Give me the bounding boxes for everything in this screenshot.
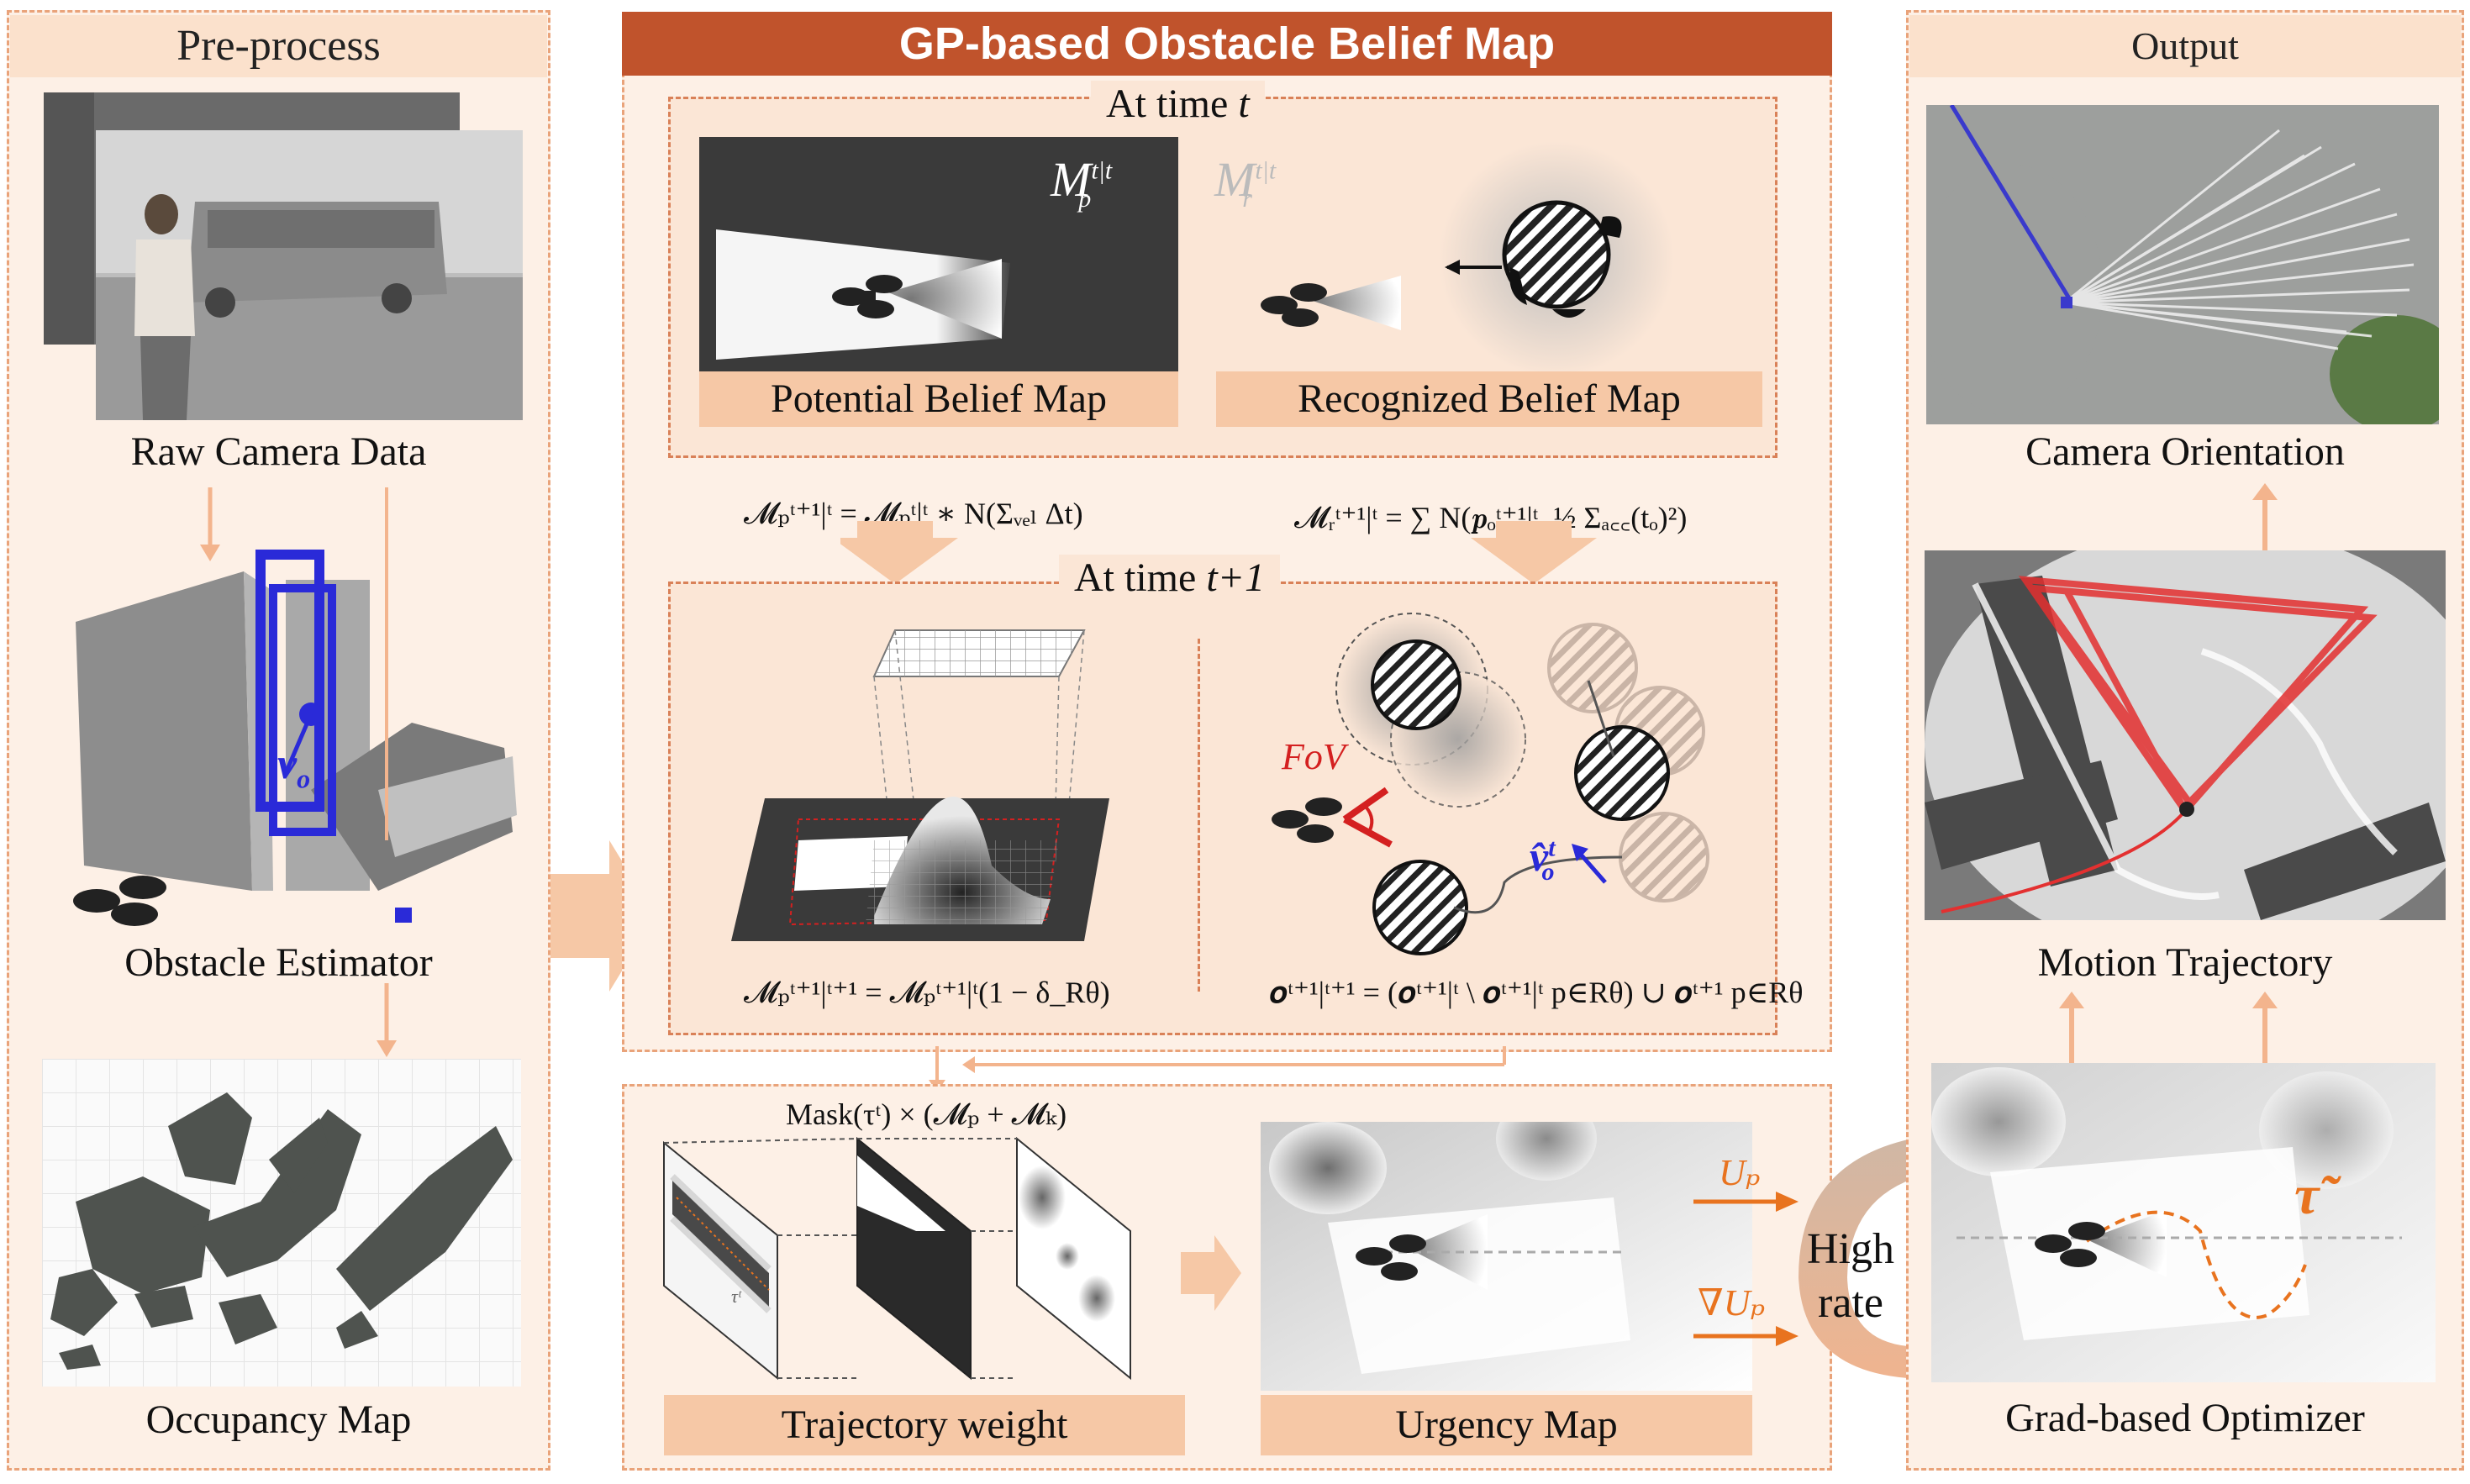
urgency-map-label: Urgency Map	[1261, 1395, 1752, 1455]
occupancy-map-image	[42, 1059, 521, 1387]
time-t-var: t	[1238, 82, 1250, 126]
recognized-update-figure	[1244, 605, 1748, 958]
velocity-hat-label: v̂to	[1530, 832, 1556, 887]
velocity-hat-sup: t	[1548, 834, 1556, 862]
velocity-hat-sub: o	[1541, 858, 1555, 886]
up-label: Uₚ	[1719, 1152, 1761, 1193]
raw-camera-caption: Raw Camera Data	[130, 429, 427, 474]
gp-to-bottom-connectors	[929, 1046, 1506, 1092]
arrow-to-urgency	[1181, 1235, 1241, 1311]
recognized-belief-map-image	[1216, 137, 1762, 381]
mr-symbol-sub: r	[1242, 184, 1252, 213]
camera-orientation-image	[1926, 105, 2439, 424]
gp-title: GP-based Obstacle Belief Map	[622, 12, 1832, 76]
time-t-prefix: At time	[1106, 82, 1239, 126]
grad-up-label: ∇Uₚ	[1698, 1282, 1766, 1323]
mp-symbol-sup: t|t	[1091, 156, 1113, 185]
eq-potential-update: 𝓜ₚᵗ⁺¹|ᵗ⁺¹ = 𝓜ₚᵗ⁺¹|ᵗ(1 − δ_Rθ)	[744, 976, 1110, 1009]
time-t-label: At time t	[1091, 81, 1265, 127]
potential-belief-map-image	[699, 137, 1178, 381]
tau-small-label: τᵗ	[731, 1286, 741, 1307]
output-up-arrows-2	[2059, 992, 2278, 1067]
mp-symbol-main: M	[1051, 152, 1092, 207]
time-t1-prefix: At time	[1074, 555, 1207, 600]
grad-optimizer-caption: Grad-based Optimizer	[2005, 1396, 2365, 1440]
time-t1-label: At time t+1	[1059, 555, 1281, 601]
mask-equation: Mask(τᵗ) × (𝓜ₚ + 𝓜ₖ)	[786, 1097, 1067, 1131]
t1-divider	[1198, 639, 1200, 992]
time-t1-var: t+1	[1206, 555, 1266, 600]
fov-label: FoV	[1282, 736, 1346, 777]
high-rate-label: High rate	[1807, 1223, 1894, 1330]
obstacle-estimator-caption: Obstacle Estimator	[124, 940, 433, 985]
up-arrows	[1693, 1192, 1799, 1346]
high-rate-line2: rate	[1818, 1279, 1883, 1327]
motion-trajectory-caption: Motion Trajectory	[2037, 940, 2333, 985]
grad-optimizer-image	[1931, 1063, 2436, 1382]
potential-update-figure	[723, 613, 1118, 950]
output-title: Output	[1909, 15, 2461, 77]
occupancy-map-caption: Occupancy Map	[145, 1397, 412, 1442]
trajectory-weight-label: Trajectory weight	[664, 1395, 1185, 1455]
high-rate-line1: High	[1807, 1225, 1894, 1273]
preprocess-arrows	[200, 487, 397, 1057]
mr-symbol: Mt|tr	[1214, 151, 1276, 213]
velocity-hat-main: v̂	[1530, 833, 1549, 880]
potential-belief-map-label: Potential Belief Map	[699, 371, 1178, 427]
mp-symbol-sub: p	[1078, 184, 1092, 213]
preprocess-title: Pre-process	[10, 15, 547, 77]
tau-tilde-label: τ̃	[2294, 1165, 2320, 1226]
urgency-map-figure	[1261, 1122, 1752, 1391]
recognized-belief-map-label: Recognized Belief Map	[1216, 371, 1762, 427]
trajectory-weight-figure	[660, 1130, 1189, 1382]
velocity-vo-main: v	[277, 740, 298, 788]
velocity-vo-sub: o	[297, 763, 311, 794]
eq-recognized-update: 𝒐ᵗ⁺¹|ᵗ⁺¹ = (𝒐ᵗ⁺¹|ᵗ \ 𝒐ᵗ⁺¹|ᵗ p∈Rθ) ∪ 𝒐ᵗ⁺¹…	[1269, 976, 1804, 1009]
motion-trajectory-image	[1925, 550, 2446, 920]
obstacle-estimator-image	[59, 538, 529, 933]
output-up-arrow-1	[2252, 483, 2278, 550]
velocity-vo-label: vo	[277, 739, 310, 794]
camera-orientation-caption: Camera Orientation	[2025, 429, 2345, 474]
mr-symbol-main: M	[1214, 152, 1256, 207]
propagation-arrows	[840, 521, 1597, 584]
mp-symbol: Mt|tp	[1051, 151, 1112, 213]
raw-camera-image	[44, 92, 523, 420]
eq-recognized-propagation: 𝓜ᵣᵗ⁺¹|ᵗ = ∑ N(𝒑ₒᵗ⁺¹|ᵗ, ½ Σₐ꜀꜀(tₒ)²)	[1294, 501, 1688, 534]
mr-symbol-sup: t|t	[1255, 156, 1277, 185]
